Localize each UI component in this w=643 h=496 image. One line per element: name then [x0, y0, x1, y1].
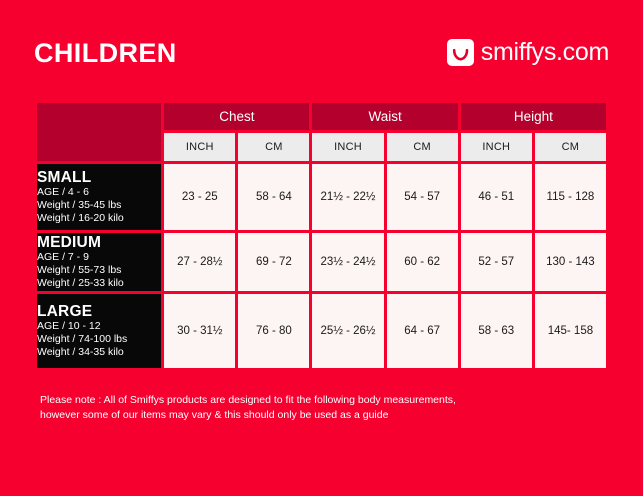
value-chest-inch: 30 - 31½: [164, 294, 236, 368]
size-name: SMALL: [37, 169, 92, 187]
column-group-chest: Chest: [164, 103, 310, 130]
table-unit-header-row: INCH CM INCH CM INCH CM: [37, 133, 606, 161]
value-chest-cm: 58 - 64: [238, 164, 310, 230]
size-name: LARGE: [37, 303, 93, 321]
size-label-small: SMALL AGE / 4 - 6 Weight / 35-45 lbs Wei…: [37, 164, 162, 230]
unit-waist-inch: INCH: [312, 133, 384, 161]
size-age: AGE / 4 - 6: [37, 186, 89, 199]
size-weight-lbs: Weight / 35-45 lbs: [37, 199, 122, 212]
table-row: MEDIUM AGE / 7 - 9 Weight / 55-73 lbs We…: [37, 233, 606, 291]
disclaimer-line-1: Please note : All of Smiffys products ar…: [40, 394, 456, 406]
size-table: Chest Waist Height INCH CM INCH CM INCH …: [34, 100, 609, 371]
brand-logo: smiffys.com: [446, 35, 610, 66]
brand-name: smiffys.com: [480, 37, 610, 66]
unit-height-inch: INCH: [460, 133, 532, 161]
disclaimer-note: Please note : All of Smiffys products ar…: [34, 371, 609, 423]
unit-chest-cm: CM: [238, 133, 310, 161]
table-group-header-row: Chest Waist Height: [37, 103, 606, 161]
column-group-height: Height: [460, 103, 606, 130]
value-waist-inch: 25½ - 26½: [312, 294, 384, 368]
table-row: SMALL AGE / 4 - 6 Weight / 35-45 lbs Wei…: [37, 164, 606, 230]
disclaimer-line-2: however some of our items may vary & thi…: [40, 409, 389, 422]
value-chest-inch: 27 - 28½: [164, 233, 236, 291]
value-waist-inch: 23½ - 24½: [312, 233, 384, 291]
size-weight-kilo: Weight / 34-35 kilo: [37, 346, 124, 359]
size-age: AGE / 10 - 12: [37, 320, 101, 333]
chart-header: CHILDREN smiffys.com: [34, 0, 609, 100]
size-label-medium: MEDIUM AGE / 7 - 9 Weight / 55-73 lbs We…: [37, 233, 162, 291]
value-chest-cm: 76 - 80: [238, 294, 310, 368]
value-waist-inch: 21½ - 22½: [312, 164, 384, 230]
page-title: CHILDREN: [34, 37, 177, 68]
size-weight-lbs: Weight / 74-100 lbs: [37, 333, 128, 346]
value-chest-inch: 23 - 25: [164, 164, 236, 230]
value-height-cm: 145- 158: [534, 294, 606, 368]
value-height-inch: 52 - 57: [460, 233, 532, 291]
size-age: AGE / 7 - 9: [37, 251, 89, 264]
value-chest-cm: 69 - 72: [238, 233, 310, 291]
size-name: MEDIUM: [37, 234, 102, 252]
unit-height-cm: CM: [534, 133, 606, 161]
value-waist-cm: 64 - 67: [386, 294, 458, 368]
value-waist-cm: 60 - 62: [386, 233, 458, 291]
value-height-inch: 46 - 51: [460, 164, 532, 230]
column-group-waist: Waist: [312, 103, 458, 130]
value-height-inch: 58 - 63: [460, 294, 532, 368]
value-height-cm: 115 - 128: [534, 164, 606, 230]
unit-waist-cm: CM: [386, 133, 458, 161]
size-label-large: LARGE AGE / 10 - 12 Weight / 74-100 lbs …: [37, 294, 162, 368]
size-weight-lbs: Weight / 55-73 lbs: [37, 264, 122, 277]
unit-chest-inch: INCH: [164, 133, 236, 161]
table-row: LARGE AGE / 10 - 12 Weight / 74-100 lbs …: [37, 294, 606, 368]
value-height-cm: 130 - 143: [534, 233, 606, 291]
table-corner-cell: [37, 103, 162, 161]
smile-icon: [446, 38, 474, 66]
size-weight-kilo: Weight / 16-20 kilo: [37, 212, 124, 225]
value-waist-cm: 54 - 57: [386, 164, 458, 230]
size-weight-kilo: Weight / 25-33 kilo: [37, 277, 124, 290]
